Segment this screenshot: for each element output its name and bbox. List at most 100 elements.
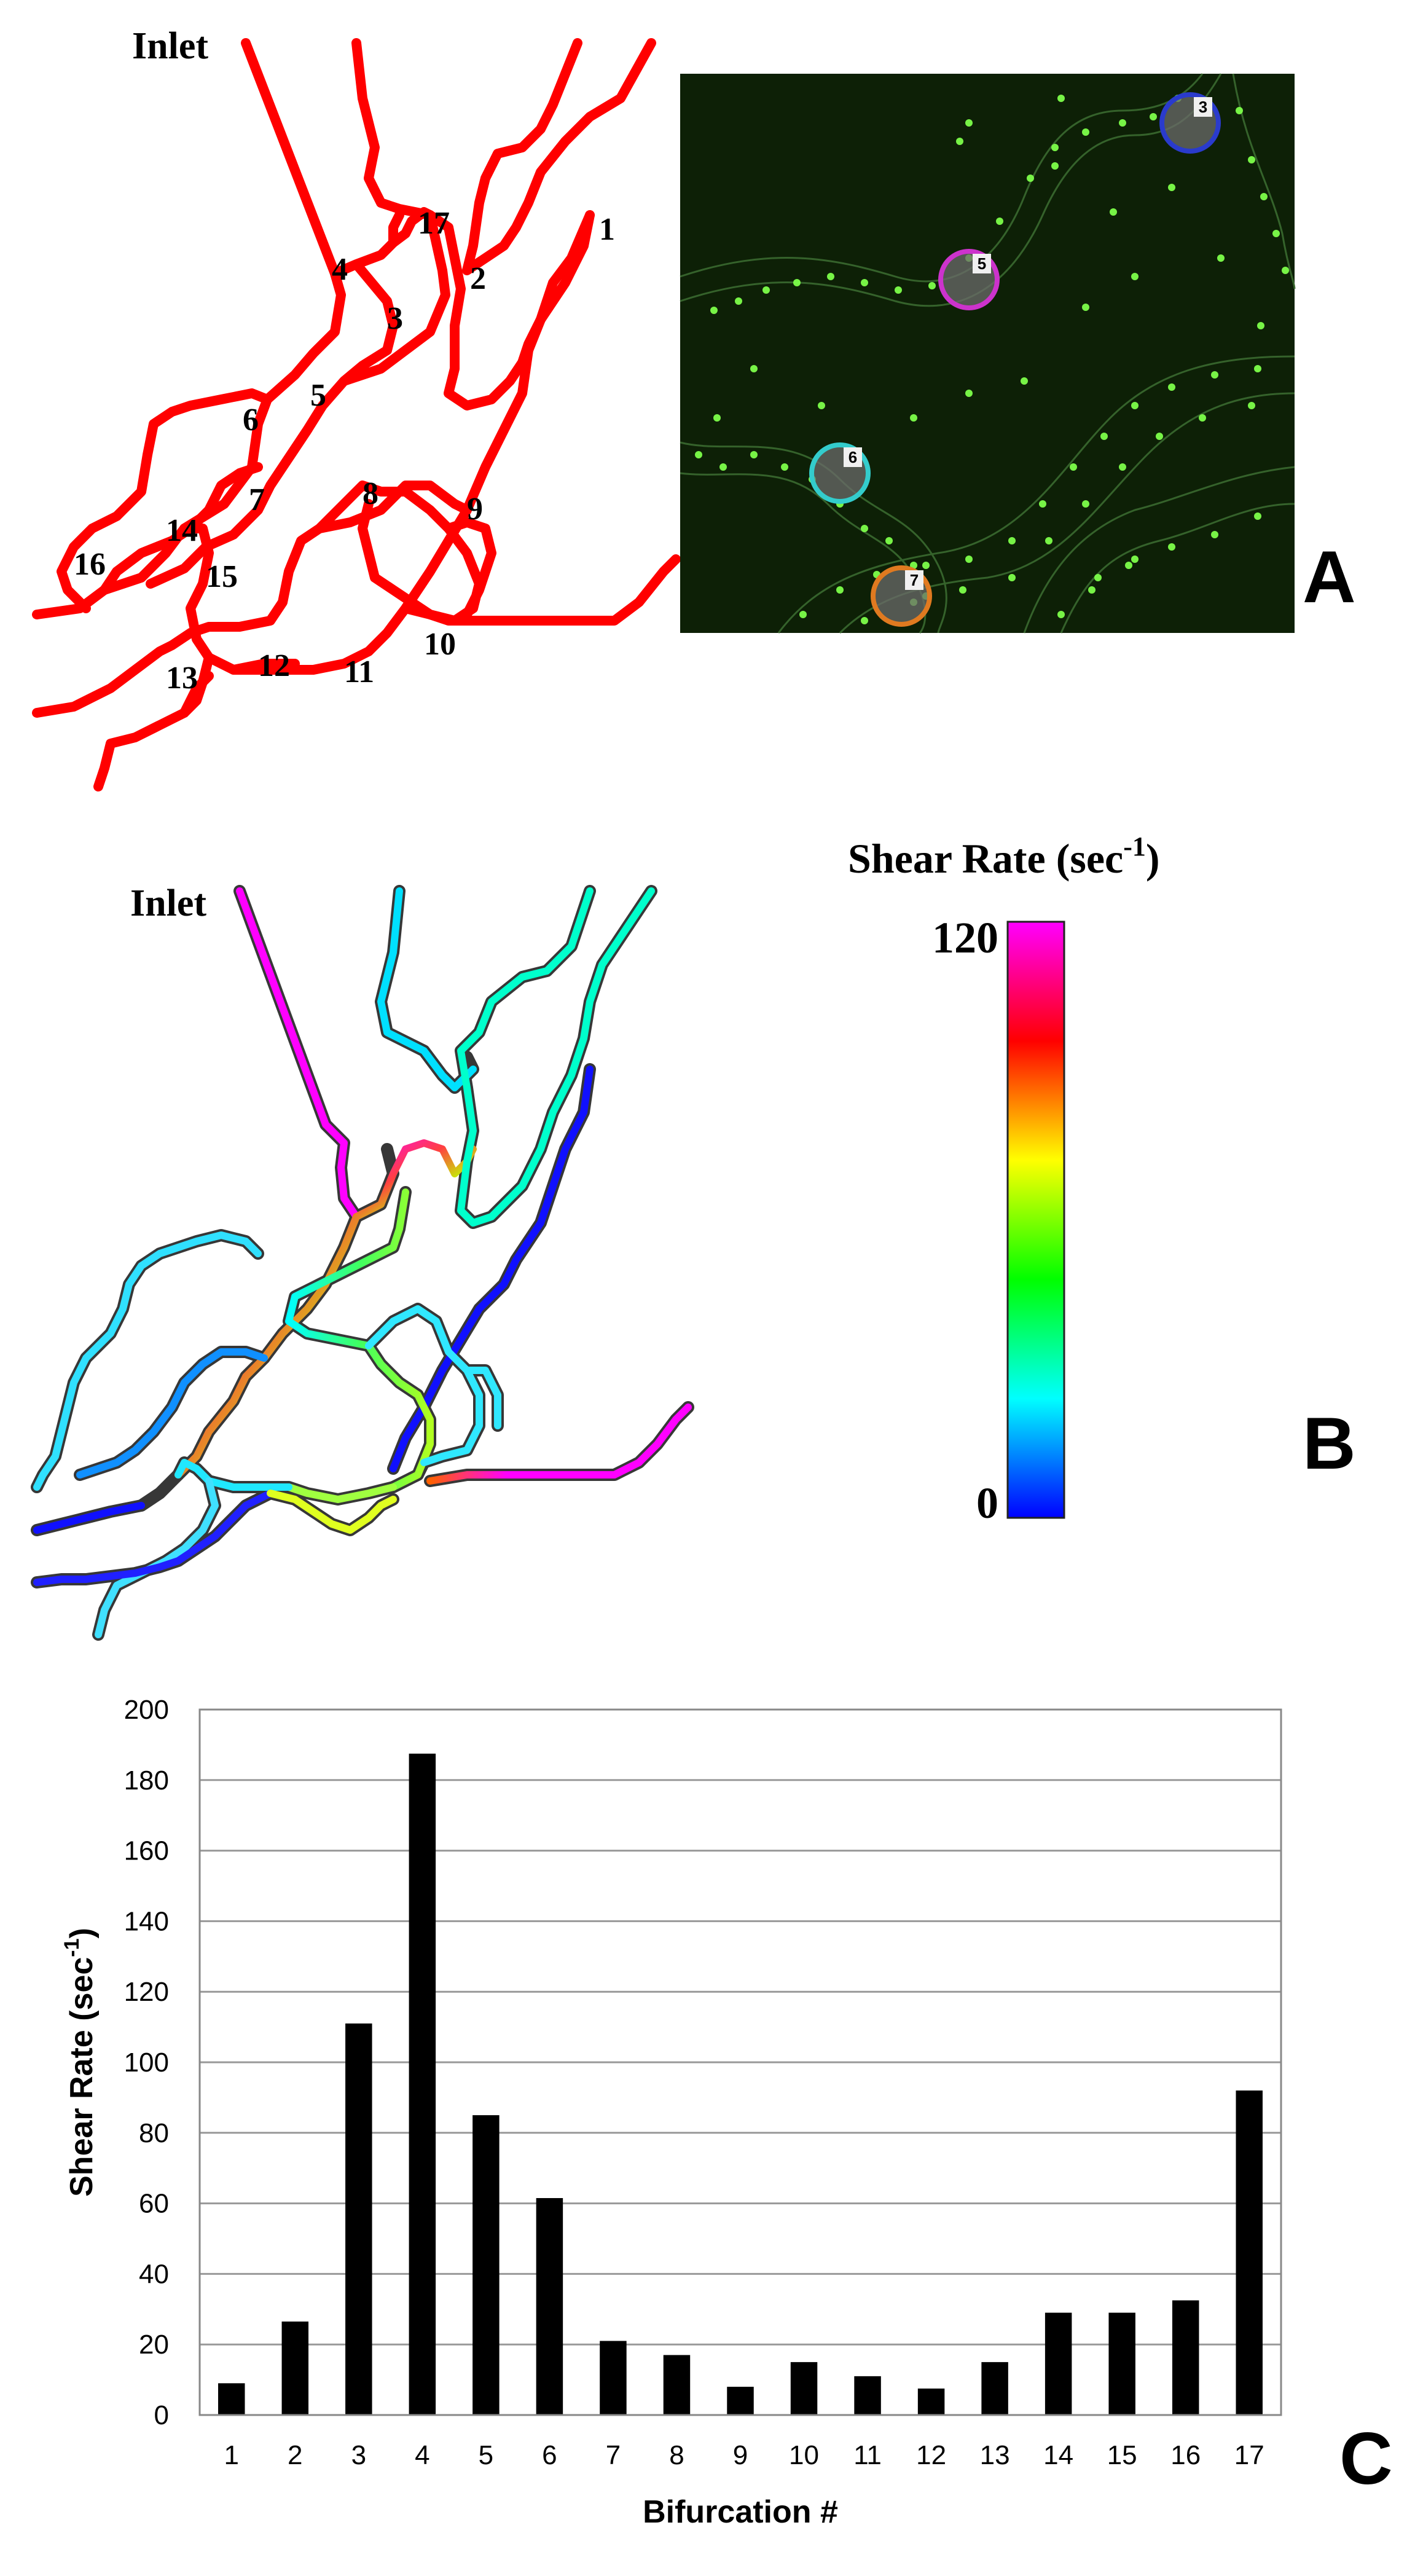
chart-y-tick-labels: 0 20 40 60 80 100 120 140 160 180 200 xyxy=(124,1695,169,2430)
x-tick-label-16: 16 xyxy=(1170,2440,1201,2470)
x-tick-label-12: 12 xyxy=(916,2440,946,2470)
bead-42 xyxy=(959,586,966,594)
bead-10 xyxy=(996,218,1003,225)
bifurcation-label-3: 3 xyxy=(387,301,403,336)
bead-32 xyxy=(1008,537,1016,544)
bead-59 xyxy=(1254,512,1261,520)
bifurcation-label-8: 8 xyxy=(363,476,378,511)
bead-27 xyxy=(799,611,807,618)
bifurcation-label-10: 10 xyxy=(424,627,456,662)
chart-y-axis-label-close: ) xyxy=(64,1928,100,1938)
bead-76 xyxy=(818,402,825,409)
bead-43 xyxy=(1008,574,1016,581)
bifurcation-label-12: 12 xyxy=(258,648,290,683)
bar-3 xyxy=(345,2023,372,2415)
bead-46 xyxy=(1119,463,1126,471)
bead-52 xyxy=(1260,193,1268,200)
chart-x-axis-label: Bifurcation # xyxy=(643,2494,838,2530)
bead-23 xyxy=(861,525,868,532)
x-tick-label-11: 11 xyxy=(853,2440,882,2470)
y-tick-label-20: 20 xyxy=(139,2330,169,2360)
marker-label: 6 xyxy=(849,448,857,466)
bar-4 xyxy=(409,1753,436,2415)
bead-67 xyxy=(1110,208,1117,216)
bead-65 xyxy=(1057,95,1065,102)
bead-50 xyxy=(1236,107,1243,114)
shear-rate-colorbar: Shear Rate (sec-1) 120 0 xyxy=(848,831,1160,1528)
bead-30 xyxy=(922,562,930,569)
bead-49 xyxy=(1248,402,1255,409)
fluorescence-micrograph: 3 5 6 7 xyxy=(680,73,1296,634)
bead-11 xyxy=(1027,175,1034,182)
shear-map-channels xyxy=(31,885,694,1641)
bead-69 xyxy=(1217,254,1225,262)
x-tick-label-6: 6 xyxy=(542,2440,557,2470)
y-tick-label-180: 180 xyxy=(124,1765,169,1796)
bar-17 xyxy=(1236,2090,1263,2415)
bifurcation-labels: 1 2 3 4 5 6 7 8 9 10 11 12 13 14 15 16 1… xyxy=(74,206,615,696)
chart-x-tick-labels: 1 2 3 4 5 6 7 8 9 10 11 12 13 14 15 16 17 xyxy=(224,2440,1264,2470)
colorbar-title-close: ) xyxy=(1146,835,1160,882)
bead-63 xyxy=(956,138,963,145)
bar-6 xyxy=(536,2197,563,2415)
bar-10 xyxy=(790,2362,818,2415)
bead-20 xyxy=(781,463,788,471)
colorbar-max-label: 120 xyxy=(932,913,998,962)
bead-47 xyxy=(1156,433,1163,440)
bifurcation-marker-7: 7 xyxy=(871,565,932,627)
panel-a-network-diagram: Inlet 1 2 3 4 5 6 7 8 9 10 11 12 13 14 1… xyxy=(32,25,681,791)
bead-28 xyxy=(836,586,844,594)
bead-54 xyxy=(1282,267,1289,274)
y-tick-label-40: 40 xyxy=(139,2259,169,2289)
bar-7 xyxy=(600,2341,627,2415)
bead-71 xyxy=(1131,273,1139,280)
x-tick-label-5: 5 xyxy=(479,2440,493,2470)
y-tick-label-200: 200 xyxy=(124,1695,169,1725)
bead-8 xyxy=(928,282,936,289)
bead-73 xyxy=(1021,377,1028,385)
bar-9 xyxy=(727,2387,754,2415)
bifurcation-markers: 3 5 6 7 xyxy=(809,92,1221,627)
bead-53 xyxy=(1272,230,1280,237)
y-tick-label-60: 60 xyxy=(139,2189,169,2219)
bead-45 xyxy=(1082,500,1089,508)
panel-a-inlet-label: Inlet xyxy=(132,25,208,67)
bifurcation-label-4: 4 xyxy=(332,252,348,287)
marker-label-box xyxy=(973,254,991,273)
colorbar-gradient xyxy=(1006,921,1065,1519)
marker-label-box xyxy=(844,447,862,467)
chart-y-axis-label-sup: -1 xyxy=(60,1938,84,1957)
y-tick-label-120: 120 xyxy=(124,1977,169,2007)
x-tick-label-13: 13 xyxy=(980,2440,1010,2470)
bar-15 xyxy=(1108,2312,1135,2415)
bead-57 xyxy=(1168,543,1175,551)
bar-14 xyxy=(1045,2312,1072,2415)
bead-13 xyxy=(1082,128,1089,136)
bead-15 xyxy=(1150,113,1157,120)
bead-60 xyxy=(1057,611,1065,618)
bar-13 xyxy=(981,2362,1008,2415)
bead-64 xyxy=(965,119,973,127)
bead-66 xyxy=(1051,162,1059,170)
bar-11 xyxy=(854,2376,881,2415)
bar-16 xyxy=(1172,2300,1199,2415)
bead-56 xyxy=(1131,556,1139,563)
chart-plot-frame xyxy=(198,1708,1282,2416)
y-tick-label-80: 80 xyxy=(139,2118,169,2148)
y-tick-label-140: 140 xyxy=(124,1906,169,1936)
bar-1 xyxy=(218,2383,245,2415)
bifurcation-label-1: 1 xyxy=(599,212,615,247)
colorbar-title: Shear Rate (sec-1) xyxy=(848,831,1160,882)
bifurcation-marker-5: 5 xyxy=(938,249,1000,310)
panel-a-letter-svg: A xyxy=(1303,536,1356,618)
colorbar-title-main: Shear Rate (sec xyxy=(848,835,1123,882)
panel-b-letter: B xyxy=(1303,1402,1356,1485)
panel-b-letter-svg: B xyxy=(1303,1402,1356,1485)
bead-48 xyxy=(1199,414,1206,422)
bead-61 xyxy=(1088,586,1096,594)
bead-17 xyxy=(695,451,702,458)
bar-8 xyxy=(663,2355,691,2415)
bead-70 xyxy=(1257,322,1264,329)
bifurcation-label-16: 16 xyxy=(74,547,106,582)
